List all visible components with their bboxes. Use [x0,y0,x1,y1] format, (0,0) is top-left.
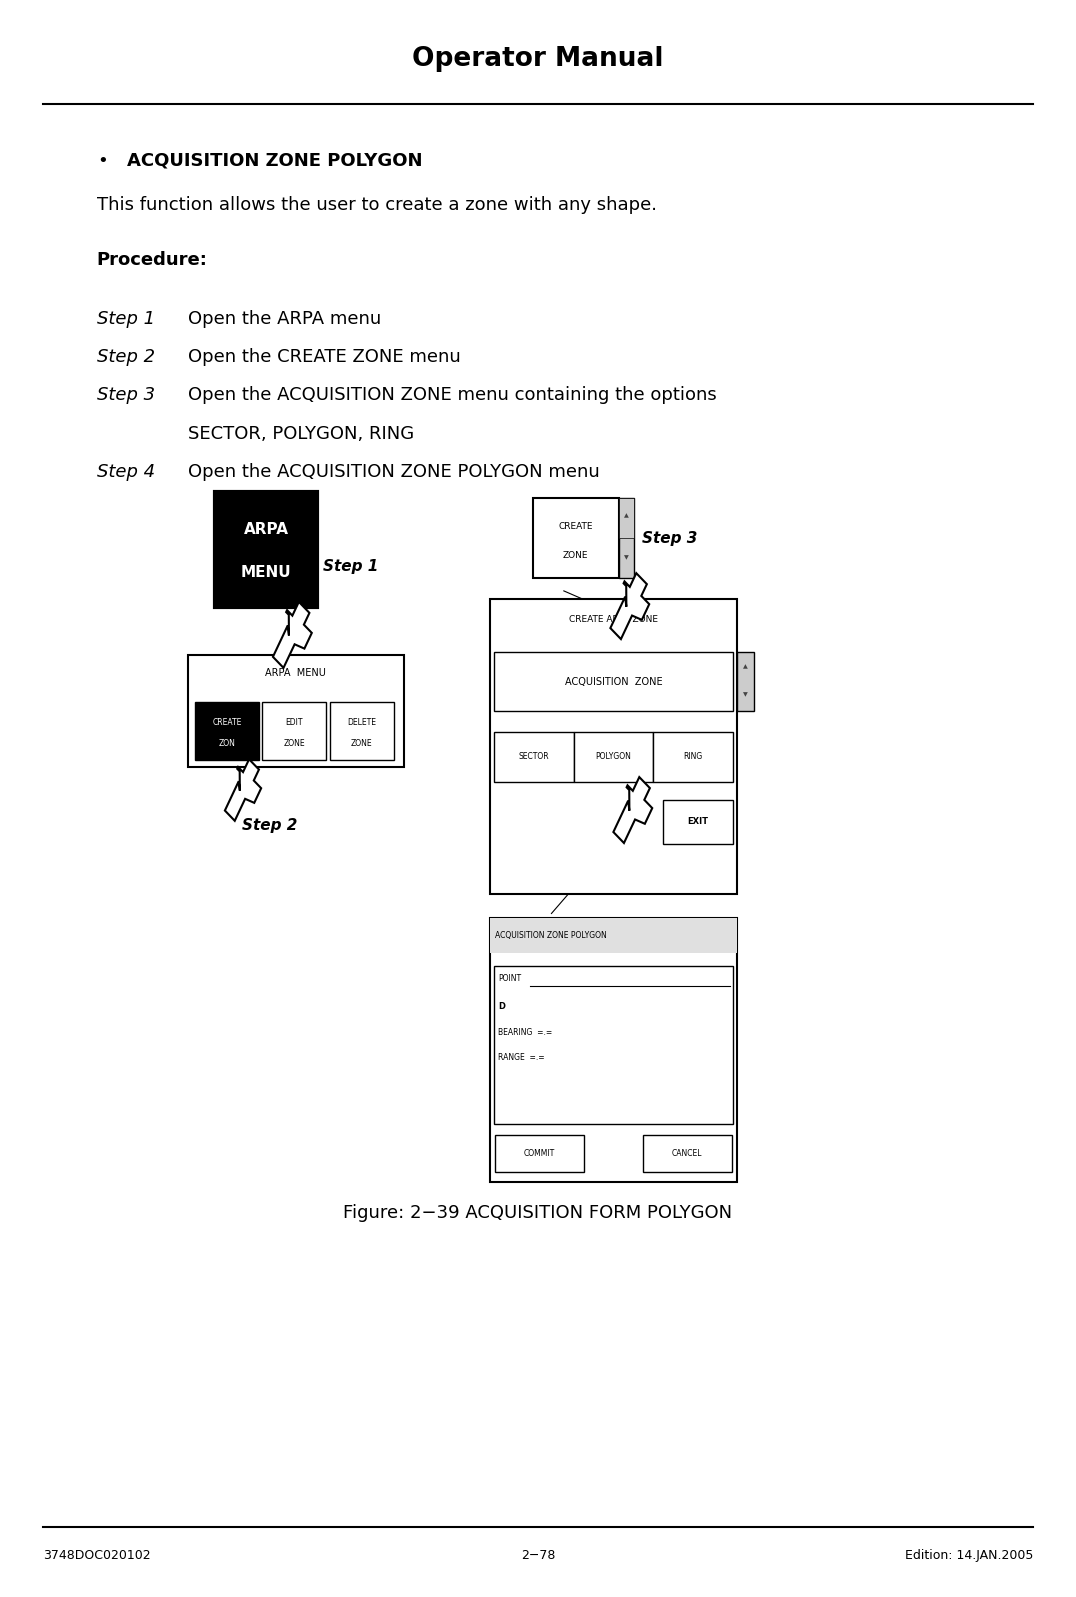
Text: ▲: ▲ [744,664,748,669]
FancyBboxPatch shape [533,498,619,578]
Text: Step 2: Step 2 [97,348,155,366]
Text: ACQUISITION ZONE POLYGON: ACQUISITION ZONE POLYGON [127,152,423,169]
Text: ACQUISITION ZONE POLYGON: ACQUISITION ZONE POLYGON [495,931,607,941]
Text: D: D [498,1003,506,1011]
Text: RING: RING [683,752,703,762]
Text: ZONE: ZONE [283,739,306,749]
Text: CREATE: CREATE [558,522,593,530]
Text: CREATE: CREATE [212,719,241,727]
Text: ▼: ▼ [624,556,628,561]
Text: Step 1: Step 1 [97,310,155,327]
FancyBboxPatch shape [495,1135,584,1172]
Text: •: • [97,152,108,169]
FancyBboxPatch shape [494,652,733,711]
Text: SECTOR: SECTOR [519,752,549,762]
Text: MENU: MENU [241,565,292,580]
Text: ARPA  MENU: ARPA MENU [266,668,326,677]
Text: DELETE: DELETE [348,719,377,727]
Text: Step 1: Step 1 [323,559,378,573]
Text: Open the ARPA menu: Open the ARPA menu [188,310,382,327]
FancyBboxPatch shape [195,703,259,760]
FancyBboxPatch shape [490,918,737,952]
Text: Step 3: Step 3 [642,530,697,546]
Polygon shape [613,778,652,843]
Text: COMMIT: COMMIT [524,1150,555,1158]
Text: Step 2: Step 2 [242,818,298,832]
FancyBboxPatch shape [494,966,733,1124]
Text: Open the ACQUISITION ZONE menu containing the options: Open the ACQUISITION ZONE menu containin… [188,386,717,404]
Polygon shape [273,602,312,668]
FancyBboxPatch shape [263,703,326,760]
Text: Step 3: Step 3 [97,386,155,404]
Text: POINT: POINT [498,974,521,982]
Text: Step 4: Step 4 [495,926,550,941]
Text: ▼: ▼ [744,692,748,698]
FancyBboxPatch shape [619,498,634,538]
Text: 2−78: 2−78 [521,1549,555,1562]
FancyBboxPatch shape [574,731,653,783]
Text: 3748DOC020102: 3748DOC020102 [43,1549,151,1562]
Text: ACQUISITION  ZONE: ACQUISITION ZONE [565,677,662,687]
Text: Open the ACQUISITION ZONE POLYGON menu: Open the ACQUISITION ZONE POLYGON menu [188,463,600,481]
Text: Edition: 14.JAN.2005: Edition: 14.JAN.2005 [905,1549,1033,1562]
Text: EDIT: EDIT [285,719,303,727]
Text: Step 4: Step 4 [97,463,155,481]
Text: CREATE ARPA ZONE: CREATE ARPA ZONE [569,615,657,624]
Text: ZONE: ZONE [563,551,589,561]
FancyBboxPatch shape [737,652,754,711]
Text: Figure: 2−39 ACQUISITION FORM POLYGON: Figure: 2−39 ACQUISITION FORM POLYGON [343,1204,733,1222]
Text: BEARING  =.=: BEARING =.= [498,1027,552,1036]
Text: This function allows the user to create a zone with any shape.: This function allows the user to create … [97,196,656,214]
FancyBboxPatch shape [215,492,317,607]
Polygon shape [225,759,261,821]
FancyBboxPatch shape [490,599,737,894]
Text: ▲: ▲ [624,513,628,519]
Text: ARPA: ARPA [244,522,288,537]
Text: SECTOR, POLYGON, RING: SECTOR, POLYGON, RING [188,425,414,442]
FancyBboxPatch shape [653,731,733,783]
Text: POLYGON: POLYGON [595,752,632,762]
Text: Procedure:: Procedure: [97,251,208,268]
Polygon shape [610,573,649,639]
Text: Operator Manual: Operator Manual [412,46,664,72]
Text: RANGE  =.=: RANGE =.= [498,1052,544,1062]
Text: CANCEL: CANCEL [671,1150,703,1158]
Text: ZONE: ZONE [351,739,372,749]
FancyBboxPatch shape [664,800,733,845]
FancyBboxPatch shape [619,498,634,578]
FancyBboxPatch shape [642,1135,732,1172]
FancyBboxPatch shape [494,731,574,783]
FancyBboxPatch shape [490,918,737,1182]
Text: EXIT: EXIT [688,818,709,826]
FancyBboxPatch shape [329,703,394,760]
Text: ZON: ZON [218,739,236,749]
FancyBboxPatch shape [188,655,404,767]
Text: Open the CREATE ZONE menu: Open the CREATE ZONE menu [188,348,461,366]
